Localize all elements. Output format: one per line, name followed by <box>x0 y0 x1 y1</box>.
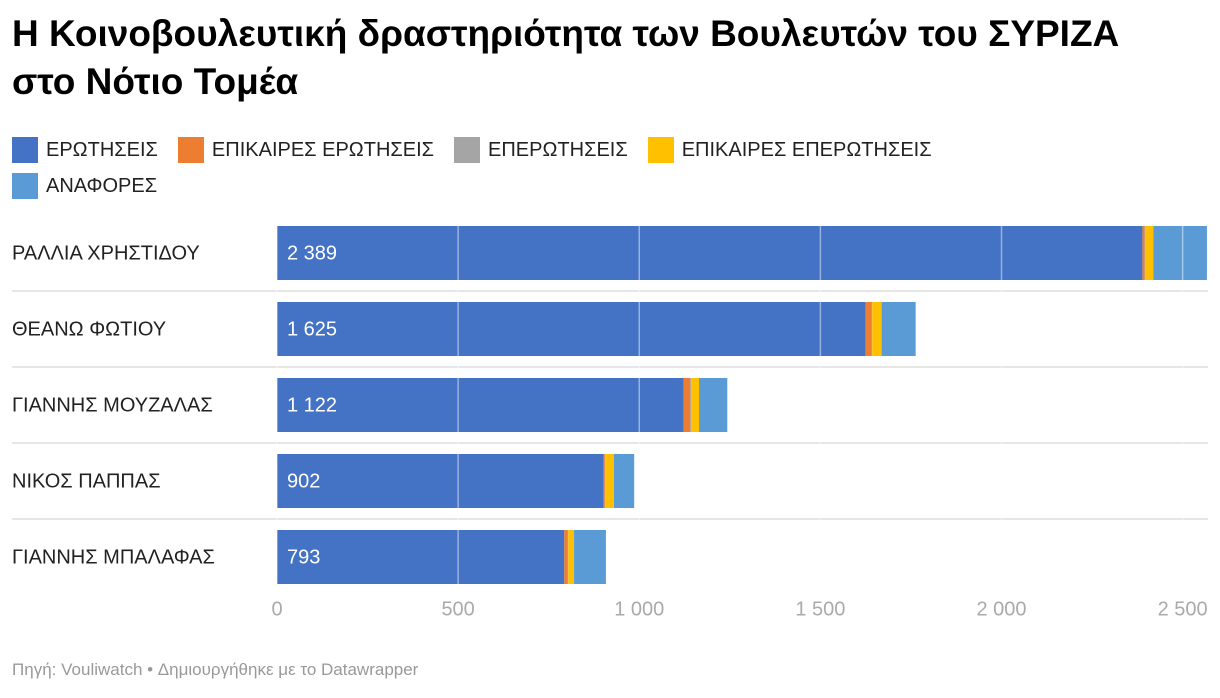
chart-title: Η Κοινοβουλευτική δραστηριότητα των Βουλ… <box>12 13 1120 102</box>
bar-segment <box>564 530 568 584</box>
legend-label: ΕΠΙΚΑΙΡΕΣ ΕΡΩΤΗΣΕΙΣ <box>211 138 435 161</box>
x-tick-label: 1 500 <box>795 598 845 620</box>
value-label: 2 389 <box>287 242 337 264</box>
bar-segment <box>865 302 872 356</box>
x-tick-label: 500 <box>441 598 474 620</box>
chart: ΡΑΛΛΙΑ ΧΡΗΣΤΙΔΟΥ 2 389 ΘΕΑΝΩ ΦΩΤΙΟΥ 1 625 ΓΙ… <box>12 226 1208 620</box>
bar-segment <box>613 454 635 508</box>
legend-swatch <box>12 173 38 199</box>
bar-segment <box>1144 226 1146 280</box>
legend-item: ΑΝΑΦΟΡΕΣ <box>12 172 157 200</box>
bar-segment <box>603 454 605 508</box>
legend-label: ΕΠΕΡΩΤΗΣΕΙΣ <box>488 138 628 161</box>
bar-segment <box>568 530 575 584</box>
legend-swatch <box>647 137 674 163</box>
footer: Πηγή: Vouliwatch • Δημιουργήθηκε με το D… <box>12 660 419 679</box>
category-label: ΝΙΚΟΣ ΠΑΠΠΑΣ <box>12 470 161 492</box>
value-label: 1 122 <box>287 394 337 416</box>
legend-label: ΕΠΙΚΑΙΡΕΣ ΕΠΕΡΩΤΗΣΕΙΣ <box>681 138 932 161</box>
category-label: ΡΑΛΛΙΑ ΧΡΗΣΤΙΔΟΥ <box>12 242 200 264</box>
bar-segment <box>1153 226 1207 280</box>
category-label: ΓΙΑΝΝΗΣ ΜΟΥΖΑΛΑΣ <box>12 394 213 416</box>
bar-segment <box>1145 226 1154 280</box>
bar-segment <box>691 378 700 432</box>
bar-segment <box>574 530 606 584</box>
value-label: 902 <box>287 470 320 492</box>
legend: ΕΡΩΤΗΣΕΙΣ ΕΠΙΚΑΙΡΕΣ ΕΡΩΤΗΣΕΙΣ ΕΠΕΡΩΤΗΣΕΙΣ Ε… <box>12 136 1112 200</box>
legend-label: ΕΡΩΤΗΣΕΙΣ <box>46 138 158 161</box>
bar-segment <box>605 454 614 508</box>
bar-segment <box>871 302 873 356</box>
bar-segment <box>699 378 728 432</box>
legend-item: ΕΡΩΤΗΣΕΙΣ <box>12 136 158 164</box>
legend-item: ΕΠΕΡΩΤΗΣΕΙΣ <box>454 136 628 164</box>
bar-segment <box>1142 226 1145 280</box>
x-tick-label: 2 000 <box>976 598 1026 620</box>
value-label: 793 <box>287 546 320 568</box>
legend-item: ΕΠΙΚΑΙΡΕΣ ΕΡΩΤΗΣΕΙΣ <box>177 136 435 164</box>
legend-item: ΕΠΙΚΑΙΡΕΣ ΕΠΕΡΩΤΗΣΕΙΣ <box>647 136 932 164</box>
bar-segment <box>872 302 882 356</box>
legend-label: ΑΝΑΦΟΡΕΣ <box>46 174 158 197</box>
bar-segment <box>277 454 604 508</box>
bar-segment <box>881 302 916 356</box>
x-tick-label: 2 500 <box>1158 598 1208 620</box>
legend-swatch <box>454 137 481 163</box>
value-label: 1 625 <box>287 318 337 340</box>
x-tick-label: 0 <box>271 598 282 620</box>
bar-segment <box>277 302 866 356</box>
bar-segment <box>277 530 565 584</box>
category-label: ΓΙΑΝΝΗΣ ΜΠΑΛΑΦΑΣ <box>12 546 215 568</box>
legend-swatch <box>12 137 38 163</box>
x-tick-label: 1 000 <box>614 598 664 620</box>
legend-swatch <box>177 137 204 163</box>
bar-segment <box>277 226 1143 280</box>
bar-segment <box>690 378 692 432</box>
bar-segment <box>683 378 691 432</box>
category-label: ΘΕΑΝΩ ΦΩΤΙΟΥ <box>12 318 166 340</box>
bar-segment <box>277 378 684 432</box>
